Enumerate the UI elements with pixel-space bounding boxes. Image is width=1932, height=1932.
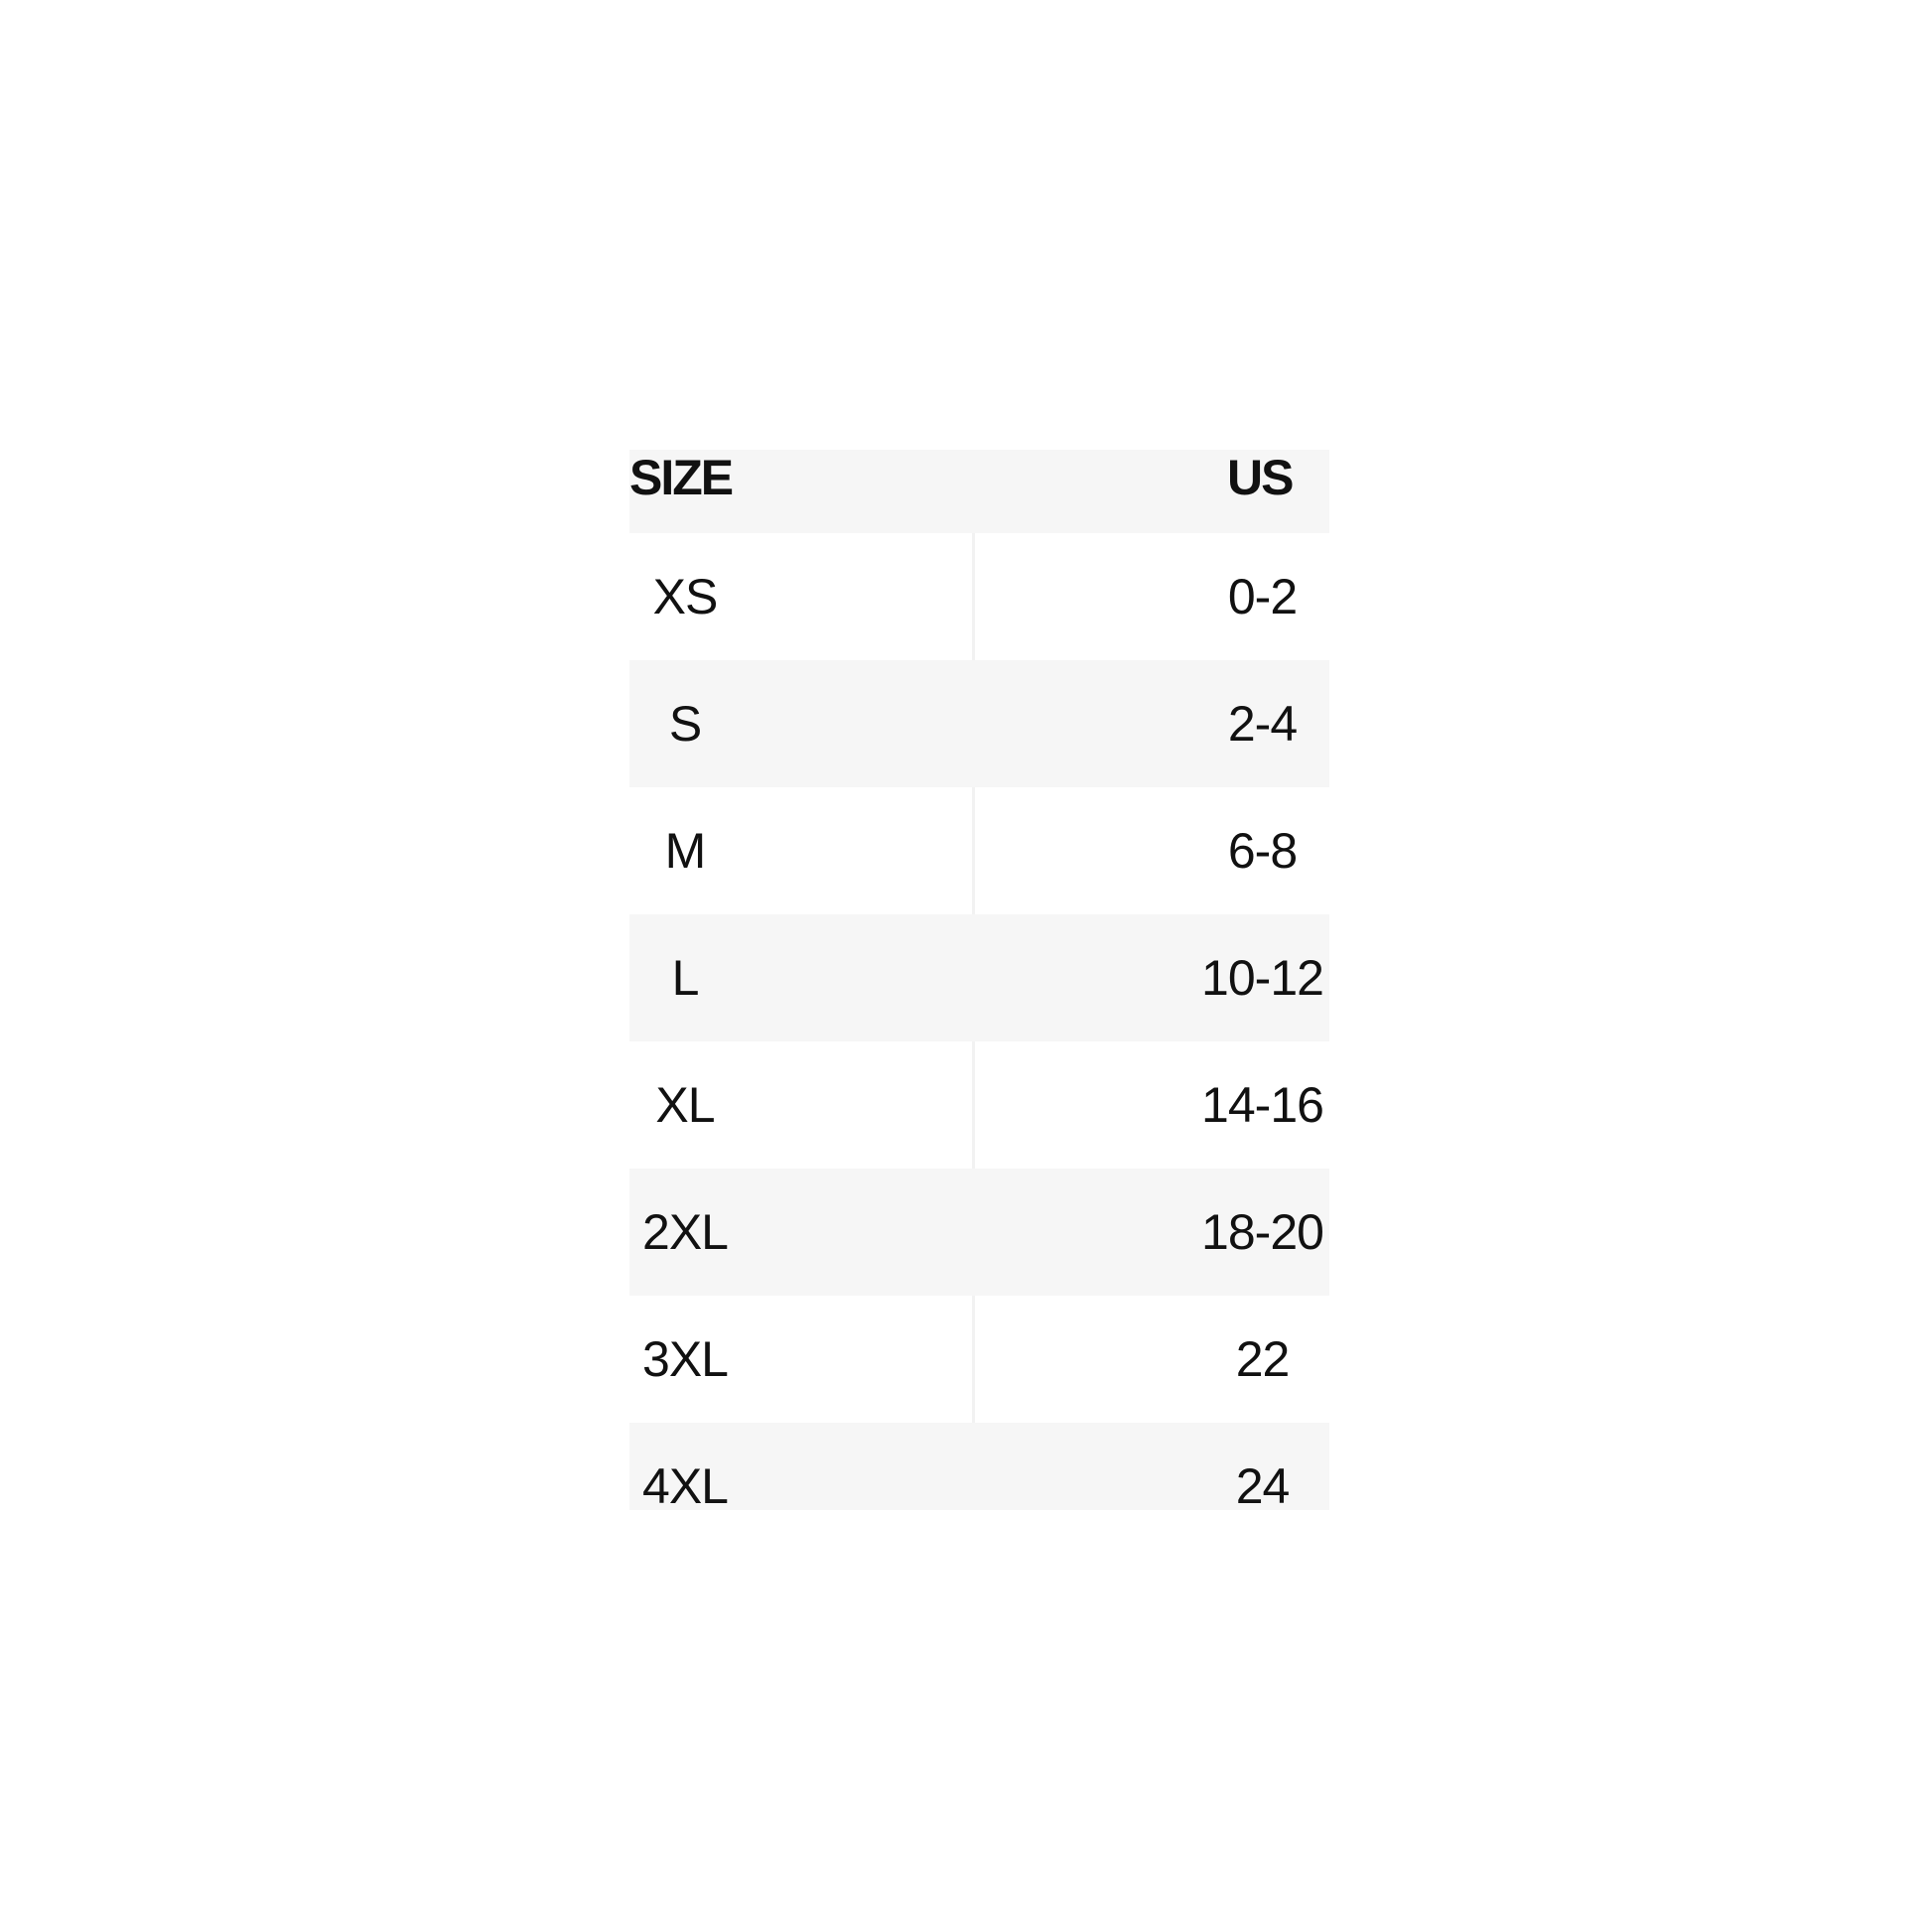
table-row: XL 14-16	[629, 1041, 1329, 1169]
column-divider	[972, 1296, 975, 1423]
size-cell: S	[668, 696, 702, 752]
size-cell: XS	[652, 569, 719, 624]
table-row: 2XL 18-20	[629, 1169, 1329, 1296]
table-row: 3XL 22	[629, 1296, 1329, 1423]
us-size-cell: 14-16	[1201, 1077, 1324, 1133]
size-cell: L	[671, 950, 700, 1006]
column-divider	[972, 1041, 975, 1169]
size-cell: XL	[655, 1077, 715, 1133]
table-row: XS 0-2	[629, 533, 1329, 660]
size-cell: 4XL	[642, 1458, 729, 1510]
size-chart-table: SIZE US XS 0-2 S 2-4 M 6-8 L 10-12 XL 14-16 2XL 18-…	[629, 450, 1329, 1510]
table-header: SIZE US	[629, 450, 1329, 533]
us-size-cell: 24	[1235, 1458, 1291, 1510]
column-divider	[972, 533, 975, 660]
size-cell: M	[664, 823, 707, 879]
table-row: S 2-4	[629, 660, 1329, 787]
us-size-cell: 10-12	[1201, 950, 1324, 1006]
size-cell: 3XL	[642, 1331, 729, 1387]
us-size-cell: 6-8	[1227, 823, 1298, 879]
size-cell: 2XL	[642, 1204, 729, 1260]
us-size-cell: 18-20	[1201, 1204, 1324, 1260]
us-size-cell: 2-4	[1227, 696, 1298, 752]
header-size: SIZE	[629, 450, 734, 505]
us-size-cell: 22	[1235, 1331, 1291, 1387]
table-row: 4XL 24	[629, 1423, 1329, 1510]
us-size-cell: 0-2	[1227, 569, 1298, 624]
table-row: M 6-8	[629, 787, 1329, 914]
header-us: US	[1227, 450, 1294, 505]
table-row: L 10-12	[629, 914, 1329, 1041]
column-divider	[972, 787, 975, 914]
